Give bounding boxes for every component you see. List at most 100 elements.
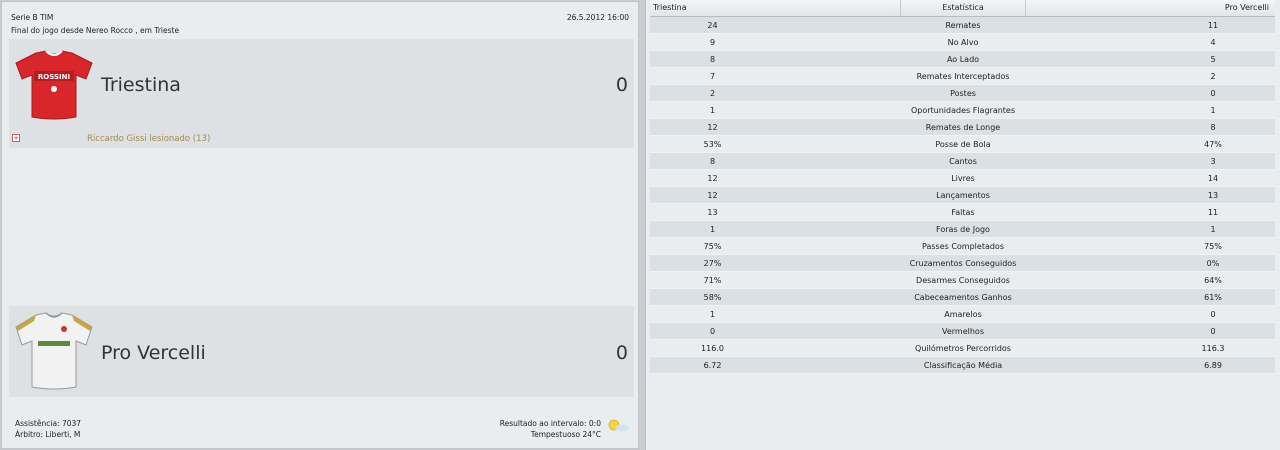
table-row: 2 Postes 0 <box>650 85 1275 102</box>
stat-home-value: 1 <box>709 106 716 115</box>
stat-label: Livres <box>951 174 975 183</box>
stat-away-value: 5 <box>1210 55 1216 64</box>
stat-home-value: 58% <box>703 293 722 302</box>
svg-text:ROSSINI: ROSSINI <box>38 73 70 81</box>
match-date-time: 26.5.2012 16:00 <box>566 13 629 22</box>
stat-away-value: 4 <box>1210 38 1216 47</box>
stat-home-value: 116.0 <box>701 344 724 353</box>
stat-label: Cabeceamentos Ganhos <box>914 293 1012 302</box>
table-row: 75% Passes Completados 75% <box>650 238 1275 255</box>
stat-away-value: 75% <box>1204 242 1222 251</box>
stat-away-value: 14 <box>1207 174 1219 183</box>
stat-home-value: 1 <box>709 310 716 319</box>
header-statistic[interactable]: Estatística <box>901 0 1026 16</box>
stat-label: Cantos <box>949 157 977 166</box>
stat-label: Postes <box>950 89 976 98</box>
stat-away-value: 1 <box>1210 106 1216 115</box>
stat-away-value: 0 <box>1210 327 1216 336</box>
table-row: 71% Desarmes Conseguidos 64% <box>650 272 1275 289</box>
stat-away-value: 116.3 <box>1201 344 1225 353</box>
match-status-line: Final do jogo desde Nereo Rocco , em Tri… <box>11 26 180 35</box>
stat-label: Remates <box>945 21 981 30</box>
stat-home-value: 13 <box>707 208 718 217</box>
stat-label: Oportunidades Flagrantes <box>910 106 1016 115</box>
stat-home-value: 12 <box>707 123 718 132</box>
stat-home-value: 12 <box>707 174 718 183</box>
stat-away-value: 11 <box>1207 208 1219 217</box>
stat-home-value: 8 <box>709 157 716 166</box>
match-summary-panel: Serie B TIM 26.5.2012 16:00 Final do jog… <box>1 1 639 449</box>
home-team-name[interactable]: Triestina <box>101 74 181 96</box>
table-row: 13 Faltas 11 <box>650 204 1275 221</box>
stat-label: No Alvo <box>947 38 979 47</box>
stat-label: Foras de Jogo <box>936 225 990 234</box>
table-row: 8 Ao Lado 5 <box>650 51 1275 68</box>
attendance-text: Assistência: 7037 <box>15 419 82 428</box>
stat-home-value: 9 <box>709 38 716 47</box>
stat-away-value: 11 <box>1207 21 1219 30</box>
header-home-team[interactable]: Triestina <box>650 0 901 16</box>
table-row: 1 Foras de Jogo 1 <box>650 221 1275 238</box>
stats-table: Triestina Estatística Pro Vercelli 24 Rem… <box>650 0 1275 374</box>
stat-label: Cruzamentos Conseguidos <box>909 259 1017 268</box>
table-row: 7 Remates Interceptados 2 <box>650 68 1275 85</box>
table-row: 8 Cantos 3 <box>650 153 1275 170</box>
stat-label: Lançamentos <box>936 191 990 200</box>
table-row: 9 No Alvo 4 <box>650 34 1275 51</box>
stat-away-value: 0% <box>1206 259 1220 268</box>
stat-home-value: 7 <box>709 72 716 81</box>
expand-events-icon[interactable]: + <box>12 134 20 142</box>
home-event-injury[interactable]: Riccardo Gissi lesionado (13) <box>87 134 211 144</box>
stat-home-value: 53% <box>703 140 722 149</box>
referee-text[interactable]: Árbitro: Liberti, M <box>15 430 81 439</box>
match-stats-panel: Triestina Estatística Pro Vercelli 24 Rem… <box>645 0 1280 450</box>
table-row: 24 Remates 11 <box>650 17 1275 34</box>
stat-label: Remates de Longe <box>925 123 1001 132</box>
stat-home-value: 1 <box>709 225 716 234</box>
stat-away-value: 6.89 <box>1204 361 1222 370</box>
table-row: 6.72 Classificação Média 6.89 <box>650 357 1275 374</box>
stats-table-header: Triestina Estatística Pro Vercelli <box>650 0 1275 17</box>
table-row: 12 Livres 14 <box>650 170 1275 187</box>
stat-away-value: 3 <box>1210 157 1216 166</box>
home-team-panel: ROSSINI Triestina 0 + Riccardo Gissi les… <box>9 39 634 148</box>
table-row: 12 Lançamentos 13 <box>650 187 1275 204</box>
stat-home-value: 24 <box>707 21 718 30</box>
stat-label: Quilómetros Percorridos <box>915 344 1011 353</box>
stat-label: Classificação Média <box>923 361 1003 370</box>
table-row: 0 Vermelhos 0 <box>650 323 1275 340</box>
stat-home-value: 12 <box>707 191 718 200</box>
home-team-score: 0 <box>615 74 628 96</box>
stat-home-value: 0 <box>709 327 716 336</box>
header-away-team[interactable]: Pro Vercelli <box>1224 3 1269 12</box>
stat-label: Ao Lado <box>946 55 980 64</box>
stats-rows: 24 Remates 11 9 No Alvo 4 8 Ao Lado 5 7 Remates In… <box>650 17 1275 374</box>
away-team-panel: Pro Vercelli 0 <box>9 306 634 397</box>
stat-home-value: 6.72 <box>703 361 722 370</box>
stat-home-value: 8 <box>709 55 716 64</box>
stat-home-value: 2 <box>709 89 716 98</box>
sun-cloud-icon <box>608 419 629 432</box>
stat-home-value: 75% <box>703 242 722 251</box>
stat-away-value: 13 <box>1207 191 1219 200</box>
stat-away-value: 8 <box>1210 123 1216 132</box>
stat-away-value: 0 <box>1210 310 1216 319</box>
stat-label: Amarelos <box>944 310 982 319</box>
table-row: 12 Remates de Longe 8 <box>650 119 1275 136</box>
table-row: 1 Oportunidades Flagrantes 1 <box>650 102 1275 119</box>
table-row: 58% Cabeceamentos Ganhos 61% <box>650 289 1275 306</box>
table-row: 27% Cruzamentos Conseguidos 0% <box>650 255 1275 272</box>
competition-name[interactable]: Serie B TIM <box>11 13 54 22</box>
home-shirt-icon[interactable]: ROSSINI <box>14 49 94 121</box>
stat-home-value: 27% <box>703 259 722 268</box>
stat-label: Vermelhos <box>942 327 984 336</box>
weather-text: Tempestuoso 24°C <box>530 430 601 439</box>
away-team-name[interactable]: Pro Vercelli <box>101 342 206 364</box>
stat-away-value: 47% <box>1204 140 1222 149</box>
stat-away-value: 64% <box>1204 276 1222 285</box>
away-shirt-icon[interactable] <box>14 311 94 391</box>
table-row: 53% Posse de Bola 47% <box>650 136 1275 153</box>
table-row: 116.0 Quilómetros Percorridos 116.3 <box>650 340 1275 357</box>
stat-label: Desarmes Conseguidos <box>916 276 1010 285</box>
stat-away-value: 61% <box>1204 293 1222 302</box>
